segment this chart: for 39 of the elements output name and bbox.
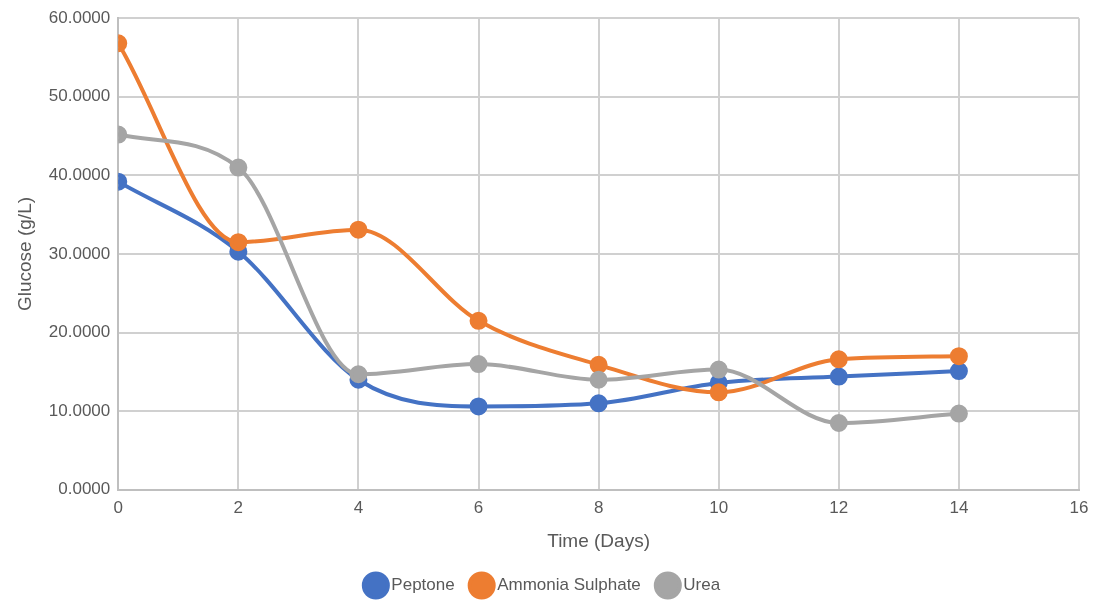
x-tick-label: 12: [829, 497, 849, 517]
point: [469, 397, 488, 416]
point: [829, 367, 848, 386]
point: [709, 360, 728, 379]
x-tick-label: 14: [949, 497, 969, 517]
x-tick-label: 6: [473, 497, 484, 517]
y-tick-label: 0.0000: [58, 479, 111, 499]
x-tick-label: 2: [233, 497, 244, 517]
x-tick-label: 16: [1069, 497, 1089, 517]
point: [469, 355, 488, 374]
point: [709, 383, 728, 402]
x-tick-label: 10: [709, 497, 729, 517]
y-axis-title: Glucose (g/L): [13, 196, 35, 312]
point: [229, 158, 248, 177]
point: [349, 365, 368, 384]
point: [589, 370, 608, 389]
y-tick-label: 40.0000: [48, 165, 111, 185]
point: [829, 350, 848, 369]
point: [949, 404, 968, 423]
point: [829, 413, 848, 432]
point: [949, 362, 968, 381]
point: [589, 394, 608, 413]
x-tick-label: 8: [593, 497, 604, 517]
point: [229, 233, 248, 252]
legend-label: Ammonia Sulphate: [497, 575, 641, 595]
point: [949, 347, 968, 366]
point: [469, 311, 488, 330]
point: [589, 355, 608, 374]
y-tick-label: 30.0000: [48, 243, 111, 263]
x-tick-label: 0: [113, 497, 123, 517]
x-tick-label: 4: [353, 497, 364, 517]
y-tick-label: 60.0000: [48, 7, 111, 27]
y-tick-label: 10.0000: [48, 400, 111, 420]
legend-label: Peptone: [391, 575, 455, 595]
y-tick-label: 20.0000: [48, 322, 111, 342]
x-axis-title: Time (Days): [547, 529, 650, 551]
legend-label: Urea: [683, 575, 721, 595]
point: [349, 220, 368, 239]
y-tick-label: 50.0000: [48, 86, 111, 106]
